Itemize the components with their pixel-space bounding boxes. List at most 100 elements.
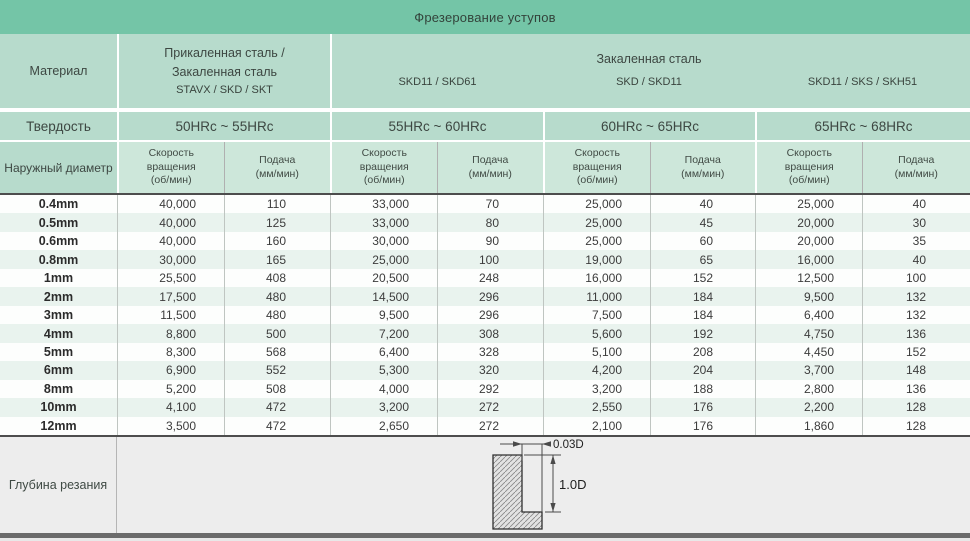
speed-value-cell: 5,600 bbox=[543, 324, 650, 343]
hardness-row: Твердость 50HRc ~ 55HRc 55HRc ~ 60HRc 60… bbox=[0, 112, 970, 140]
speed-value-cell: 5,200 bbox=[117, 379, 224, 399]
feed-value-cell: 408 bbox=[224, 268, 330, 288]
feed-value-cell: 70 bbox=[437, 195, 543, 214]
arrowhead-icon bbox=[542, 441, 551, 447]
subheader-group-1: Скорость вращения (об/мин) Подача (мм/ми… bbox=[119, 142, 330, 193]
hardness-range: 55HRc ~ 60HRc bbox=[332, 112, 543, 140]
speed-value-cell: 2,650 bbox=[330, 416, 437, 436]
feed-value-cell: 508 bbox=[224, 379, 330, 399]
diameter-header: Наружный диаметр bbox=[0, 142, 117, 193]
arrowhead-icon bbox=[550, 503, 556, 512]
feed-value-cell: 45 bbox=[650, 213, 755, 232]
feed-value-cell: 272 bbox=[437, 398, 543, 417]
speed-value-cell: 25,000 bbox=[755, 195, 862, 214]
diameter-cell: 0.6mm bbox=[38, 234, 79, 249]
diameter-cell: 2mm bbox=[43, 289, 74, 304]
width-dimension-label: 0.03D bbox=[553, 439, 584, 451]
feed-value-cell: 296 bbox=[437, 305, 543, 325]
feed-value-cell: 40 bbox=[862, 195, 970, 214]
feed-value-cell: 35 bbox=[862, 231, 970, 251]
diameter-cell: 0.8mm bbox=[38, 252, 79, 267]
feed-header: Подача (мм/мин) bbox=[436, 142, 543, 193]
table-row: 0.4mm 40,000 110 33,000 70 25,000 40 25,000 40 bbox=[0, 195, 970, 214]
bottom-band bbox=[0, 533, 970, 538]
hardened-steel-grades-row: SKD11 / SKD61 SKD / SKD11 SKD11 / SKS / … bbox=[332, 75, 970, 89]
feed-value-cell: 65 bbox=[650, 250, 755, 269]
diameter-cell: 0.4mm bbox=[38, 197, 79, 212]
material-row: Материал Прикаленная сталь / Закаленная … bbox=[0, 34, 970, 108]
table-row: 8mm 5,200 508 4,000 292 3,200 188 2,800 136 bbox=[0, 379, 970, 399]
speed-value-cell: 4,200 bbox=[543, 361, 650, 380]
speed-value-cell: 9,500 bbox=[755, 287, 862, 306]
speed-value-cell: 2,200 bbox=[755, 398, 862, 417]
diameter-cell: 4mm bbox=[43, 326, 74, 341]
speed-value-cell: 25,500 bbox=[117, 268, 224, 288]
feed-value-cell: 192 bbox=[650, 324, 755, 343]
feed-value-cell: 100 bbox=[437, 250, 543, 269]
feed-value-cell: 148 bbox=[862, 361, 970, 380]
feed-value-cell: 100 bbox=[862, 268, 970, 288]
diameter-cell: 0.5mm bbox=[38, 215, 79, 230]
diameter-cell: 6mm bbox=[43, 363, 74, 378]
speed-value-cell: 3,500 bbox=[117, 416, 224, 436]
material-group-hardened: Закаленная сталь SKD11 / SKD61 SKD / SKD… bbox=[332, 34, 970, 108]
speed-value-cell: 2,800 bbox=[755, 379, 862, 399]
material-steel-grades: STAVX / SKD / SKT bbox=[176, 84, 273, 96]
feed-value-cell: 128 bbox=[862, 398, 970, 417]
speed-value-cell: 4,450 bbox=[755, 342, 862, 362]
header-separator bbox=[0, 193, 970, 195]
feed-value-cell: 80 bbox=[437, 213, 543, 232]
data-rows: 0.4mm 40,000 110 33,000 70 25,000 40 25,000 40 0.… bbox=[0, 195, 970, 436]
speed-value-cell: 14,500 bbox=[330, 287, 437, 306]
speed-value-cell: 40,000 bbox=[117, 231, 224, 251]
feed-value-cell: 292 bbox=[437, 379, 543, 399]
feed-value-cell: 165 bbox=[224, 250, 330, 269]
speed-value-cell: 5,100 bbox=[543, 342, 650, 362]
depth-of-cut-label: Глубина резания bbox=[0, 437, 117, 533]
speed-value-cell: 40,000 bbox=[117, 213, 224, 232]
arrowhead-icon bbox=[550, 455, 556, 464]
speed-value-cell: 19,000 bbox=[543, 250, 650, 269]
feed-value-cell: 110 bbox=[224, 195, 330, 214]
speed-value-cell: 4,100 bbox=[117, 398, 224, 417]
feed-value-cell: 40 bbox=[650, 195, 755, 214]
feed-header: Подача (мм/мин) bbox=[649, 142, 755, 193]
speed-value-cell: 25,000 bbox=[330, 250, 437, 269]
feed-header: Подача (мм/мин) bbox=[223, 142, 330, 193]
feed-value-cell: 136 bbox=[862, 324, 970, 343]
feed-value-cell: 296 bbox=[437, 287, 543, 306]
speed-value-cell: 17,500 bbox=[117, 287, 224, 306]
feed-value-cell: 204 bbox=[650, 361, 755, 380]
speed-value-cell: 8,300 bbox=[117, 342, 224, 362]
feed-value-cell: 176 bbox=[650, 398, 755, 417]
workpiece-shape bbox=[492, 454, 543, 530]
table-row: 12mm 3,500 472 2,650 272 2,100 176 1,860 128 bbox=[0, 416, 970, 436]
subheader-group-2: Скорость вращения (об/мин) Подача (мм/ми… bbox=[332, 142, 543, 193]
feed-value-cell: 500 bbox=[224, 324, 330, 343]
speed-value-cell: 6,400 bbox=[330, 342, 437, 362]
speed-value-cell: 25,000 bbox=[543, 231, 650, 251]
speed-value-cell: 4,000 bbox=[330, 379, 437, 399]
speed-value-cell: 40,000 bbox=[117, 195, 224, 214]
feed-value-cell: 568 bbox=[224, 342, 330, 362]
feed-value-cell: 132 bbox=[862, 287, 970, 306]
steel-grades: SKD11 / SKD61 bbox=[398, 76, 477, 88]
feed-value-cell: 184 bbox=[650, 305, 755, 325]
material-line: Закаленная сталь bbox=[171, 65, 278, 79]
column-header-row: Наружный диаметр Скорость вращения (об/м… bbox=[0, 142, 970, 193]
speed-value-cell: 25,000 bbox=[543, 195, 650, 214]
speed-value-cell: 33,000 bbox=[330, 213, 437, 232]
page-title: Фрезерование уступов bbox=[414, 9, 556, 25]
feed-value-cell: 552 bbox=[224, 361, 330, 380]
hardened-steel-title-row: Закаленная сталь bbox=[332, 51, 970, 67]
speed-value-cell: 30,000 bbox=[117, 250, 224, 269]
speed-value-cell: 6,900 bbox=[117, 361, 224, 380]
feed-value-cell: 272 bbox=[437, 416, 543, 436]
hardness-range: 65HRc ~ 68HRc bbox=[757, 112, 970, 140]
feed-value-cell: 320 bbox=[437, 361, 543, 380]
diameter-cell: 8mm bbox=[43, 381, 74, 396]
diameter-cell: 10mm bbox=[40, 400, 77, 415]
speed-header: Скорость вращения (об/мин) bbox=[545, 142, 650, 193]
table-row: 2mm 17,500 480 14,500 296 11,000 184 9,500 132 bbox=[0, 287, 970, 306]
